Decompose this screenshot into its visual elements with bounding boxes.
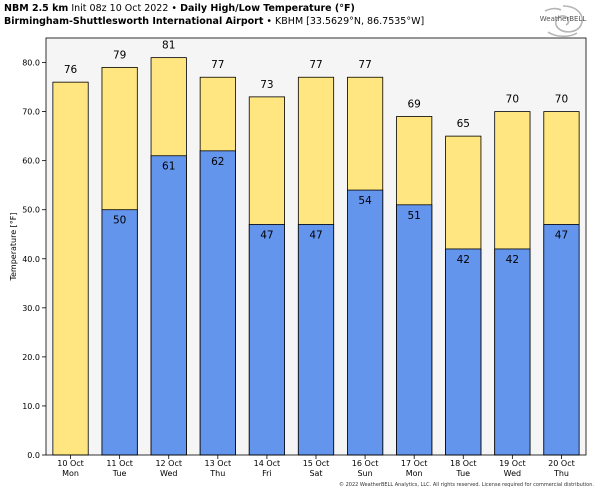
x-tick-date: 17 Oct [401,459,428,468]
chart-title: Daily High/Low Temperature (°F) [180,3,355,14]
x-tick-date: 19 Oct [499,459,526,468]
init-time: Init 08z 10 Oct 2022 [71,3,169,14]
x-tick-day: Thu [553,469,569,478]
x-tick-day: Sun [357,469,372,478]
x-tick-day: Sat [309,469,322,478]
chart-title-line: NBM 2.5 km Init 08z 10 Oct 2022 • Daily … [4,3,355,14]
x-tick-day: Wed [160,469,177,478]
low-temp-bar [494,248,531,456]
y-tick-label: 50.0 [22,206,40,215]
x-tick-day: Tue [455,469,470,478]
high-temp-label: 79 [113,49,126,61]
station-separator: • [266,16,273,27]
low-temp-bar [248,224,285,456]
x-tick-date: 16 Oct [352,459,379,468]
low-temp-bar [445,248,482,456]
high-temp-label: 70 [506,94,519,106]
high-temp-label: 69 [407,98,420,110]
x-tick-day: Fri [262,469,272,478]
y-tick-label: 20.0 [22,353,40,362]
x-tick-date: 11 Oct [106,459,133,468]
low-temp-bar [347,189,384,456]
x-tick-day: Mon [62,469,79,478]
low-temp-label: 54 [358,195,372,207]
y-axis-label: Temperature [°F] [9,212,18,281]
high-temp-label: 70 [555,94,568,106]
low-temp-label: 47 [309,229,322,241]
y-tick-label: 30.0 [22,304,40,313]
station-name: Birmingham-Shuttlesworth International A… [4,16,264,27]
low-temp-label: 50 [113,215,126,227]
copyright-notice: © 2022 WeatherBELL Analytics, LLC. All r… [339,482,594,488]
high-temp-label: 65 [457,118,470,130]
high-temp-label: 77 [309,59,322,71]
low-temp-label: 51 [407,210,420,222]
low-temp-bar [543,224,580,456]
high-temp-label: 76 [64,64,78,76]
x-tick-date: 13 Oct [205,459,232,468]
high-temp-bar [52,81,89,456]
low-temp-label: 62 [211,156,224,168]
x-tick-date: 10 Oct [57,459,84,468]
low-temp-bar [199,150,236,456]
high-temp-label: 81 [162,40,175,52]
station-line: Birmingham-Shuttlesworth International A… [4,16,424,27]
low-temp-bar [150,155,187,456]
x-tick-day: Thu [209,469,225,478]
plot-frame [45,37,587,456]
model-name: NBM 2.5 km [4,3,69,14]
x-tick-date: 12 Oct [155,459,182,468]
x-tick-date: 14 Oct [254,459,281,468]
swirl-icon [544,5,583,38]
title-separator: • [171,3,178,14]
x-tick-date: 20 Oct [548,459,575,468]
weatherbell-logo: WeatherBELL [540,5,587,38]
low-temp-label: 61 [162,161,175,173]
low-temp-bar [101,209,138,456]
station-location: KBHM [33.5629°N, 86.7535°W] [275,16,425,27]
low-temp-label: 42 [457,254,470,266]
y-tick-label: 70.0 [22,108,40,117]
high-temp-label: 77 [211,59,224,71]
high-temp-label: 77 [358,59,371,71]
x-tick-date: 18 Oct [450,459,477,468]
y-tick-label: 40.0 [22,255,40,264]
low-temp-label: 42 [506,254,519,266]
low-temp-label: 47 [260,229,273,241]
x-tick-day: Wed [504,469,521,478]
y-tick-label: 0.0 [27,451,40,460]
x-tick-day: Tue [112,469,127,478]
low-temp-label: 47 [555,229,568,241]
x-tick-date: 15 Oct [303,459,330,468]
y-tick-label: 80.0 [22,59,40,68]
y-tick-label: 60.0 [22,157,40,166]
x-tick-day: Mon [406,469,423,478]
low-temp-bar [297,224,335,456]
high-temp-label: 73 [260,79,273,91]
low-temp-bar [396,204,433,456]
logo-text: WeatherBELL [540,15,587,23]
y-tick-label: 10.0 [22,402,40,411]
